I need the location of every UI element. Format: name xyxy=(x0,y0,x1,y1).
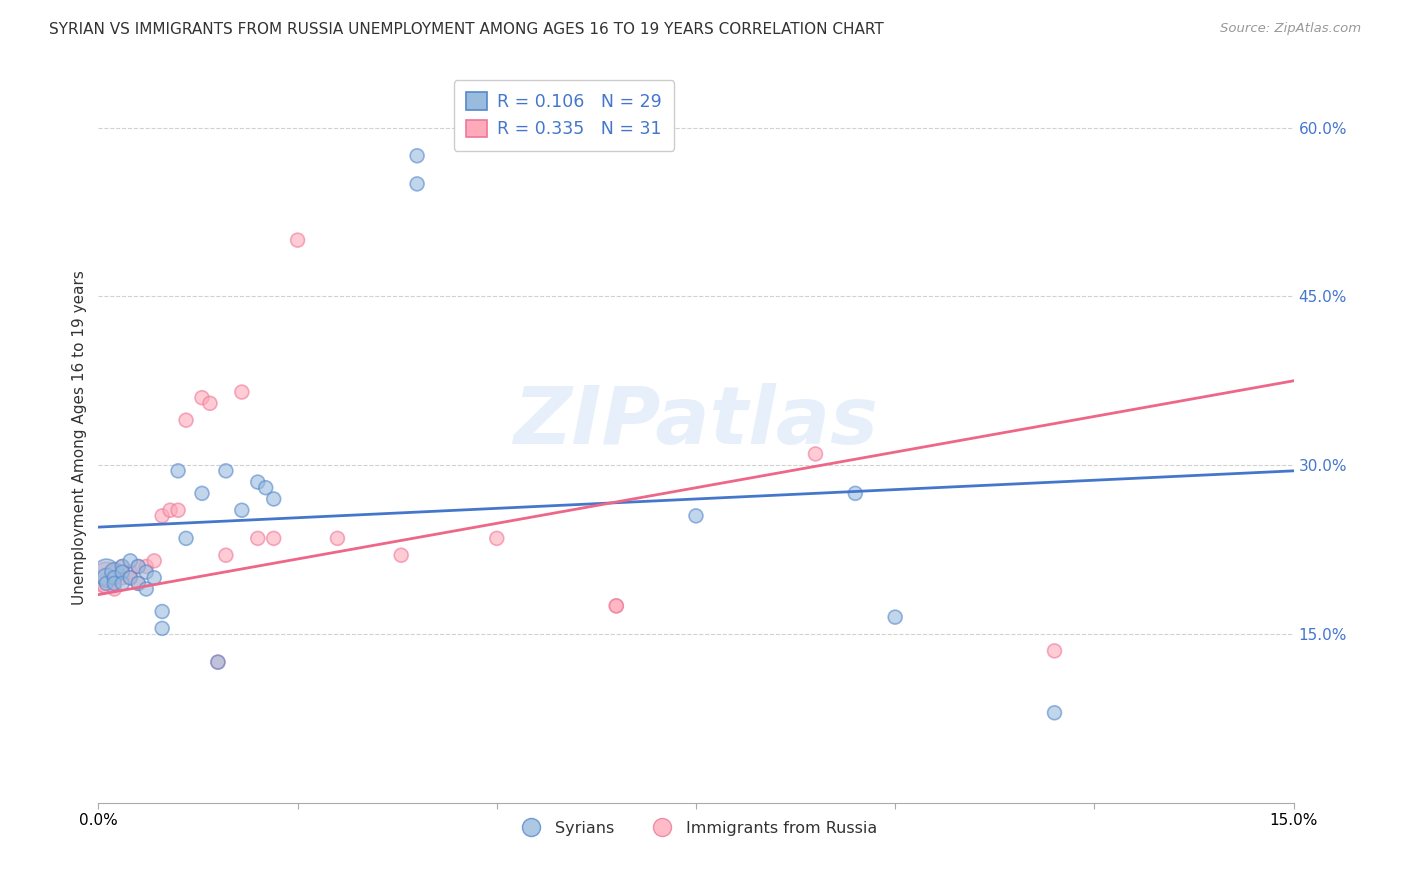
Point xyxy=(103,576,125,591)
Point xyxy=(198,396,221,410)
Point xyxy=(135,559,157,574)
Point xyxy=(103,565,125,579)
Point xyxy=(167,464,190,478)
Point xyxy=(111,565,134,579)
Point xyxy=(135,582,157,596)
Point xyxy=(406,149,429,163)
Text: SYRIAN VS IMMIGRANTS FROM RUSSIA UNEMPLOYMENT AMONG AGES 16 TO 19 YEARS CORRELAT: SYRIAN VS IMMIGRANTS FROM RUSSIA UNEMPLO… xyxy=(49,22,884,37)
Point xyxy=(215,464,238,478)
Point xyxy=(231,385,253,400)
Text: ZIPatlas: ZIPatlas xyxy=(513,384,879,461)
Point xyxy=(191,391,214,405)
Point xyxy=(844,486,866,500)
Point xyxy=(605,599,627,613)
Point xyxy=(174,532,197,546)
Point xyxy=(406,177,429,191)
Point xyxy=(884,610,907,624)
Point xyxy=(111,571,134,585)
Legend: Syrians, Immigrants from Russia: Syrians, Immigrants from Russia xyxy=(509,814,883,842)
Point xyxy=(135,565,157,579)
Point xyxy=(389,548,412,562)
Point xyxy=(143,554,166,568)
Point xyxy=(685,508,707,523)
Point xyxy=(605,599,627,613)
Point xyxy=(127,576,149,591)
Point xyxy=(159,503,181,517)
Point xyxy=(287,233,309,247)
Point xyxy=(127,559,149,574)
Point xyxy=(96,571,118,585)
Point xyxy=(207,655,229,669)
Point xyxy=(1043,644,1066,658)
Point xyxy=(127,576,149,591)
Point xyxy=(111,559,134,574)
Point xyxy=(263,491,285,506)
Point xyxy=(96,576,118,591)
Point xyxy=(1043,706,1066,720)
Point xyxy=(127,559,149,574)
Point xyxy=(485,532,508,546)
Point xyxy=(326,532,349,546)
Point xyxy=(96,565,118,579)
Point xyxy=(167,503,190,517)
Point xyxy=(120,565,142,579)
Point xyxy=(103,565,125,579)
Text: Source: ZipAtlas.com: Source: ZipAtlas.com xyxy=(1220,22,1361,36)
Point xyxy=(120,554,142,568)
Point xyxy=(103,571,125,585)
Y-axis label: Unemployment Among Ages 16 to 19 years: Unemployment Among Ages 16 to 19 years xyxy=(72,269,87,605)
Point xyxy=(804,447,827,461)
Point xyxy=(215,548,238,562)
Point xyxy=(150,605,173,619)
Point xyxy=(263,532,285,546)
Point xyxy=(254,481,277,495)
Point xyxy=(111,559,134,574)
Point xyxy=(143,571,166,585)
Point xyxy=(111,576,134,591)
Point xyxy=(191,486,214,500)
Point xyxy=(96,576,118,591)
Point xyxy=(231,503,253,517)
Point xyxy=(120,571,142,585)
Point xyxy=(150,508,173,523)
Point xyxy=(207,655,229,669)
Point xyxy=(174,413,197,427)
Point xyxy=(150,621,173,635)
Point xyxy=(246,532,269,546)
Point xyxy=(103,582,125,596)
Point xyxy=(96,571,118,585)
Point xyxy=(120,571,142,585)
Point xyxy=(246,475,269,489)
